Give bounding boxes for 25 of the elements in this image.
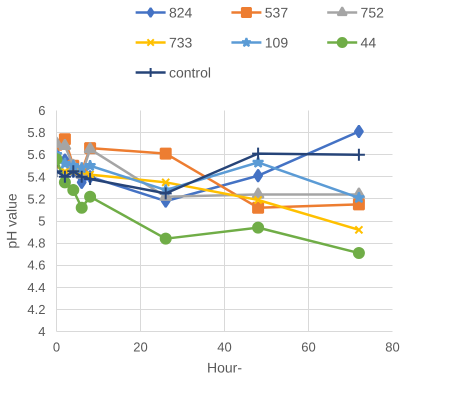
y-tick-label: 4.8 [27, 236, 46, 251]
y-tick-label: 6 [38, 103, 46, 118]
y-tick-label: 4 [38, 324, 46, 339]
y-tick-label: 5 [38, 214, 46, 228]
x-tick-label: 0 [52, 340, 60, 354]
y-axis-title: pH value [3, 193, 20, 249]
x-tick-label: 20 [133, 340, 148, 354]
legend-label: 733 [168, 34, 193, 50]
x-tick-label: 60 [301, 340, 316, 354]
legend-label: control [168, 64, 211, 80]
x-tick-label: 40 [217, 340, 232, 354]
y-tick-label: 4.4 [27, 280, 46, 295]
x-tick-label: 80 [385, 340, 400, 354]
y-tick-label: 4.6 [27, 258, 46, 273]
x-axis-title: Hour- [206, 360, 242, 376]
legend-label: 44 [360, 34, 376, 50]
legend-label: 537 [264, 4, 288, 20]
y-tick-label: 5.6 [27, 147, 46, 162]
legend-label: 824 [168, 4, 193, 20]
y-tick-label: 4.2 [27, 302, 46, 317]
y-tick-label: 5.8 [27, 125, 46, 140]
legend-label: 109 [264, 34, 288, 50]
legend-label: 752 [360, 4, 384, 20]
y-tick-label: 5.4 [27, 169, 46, 184]
y-tick-label: 5.2 [27, 191, 46, 206]
